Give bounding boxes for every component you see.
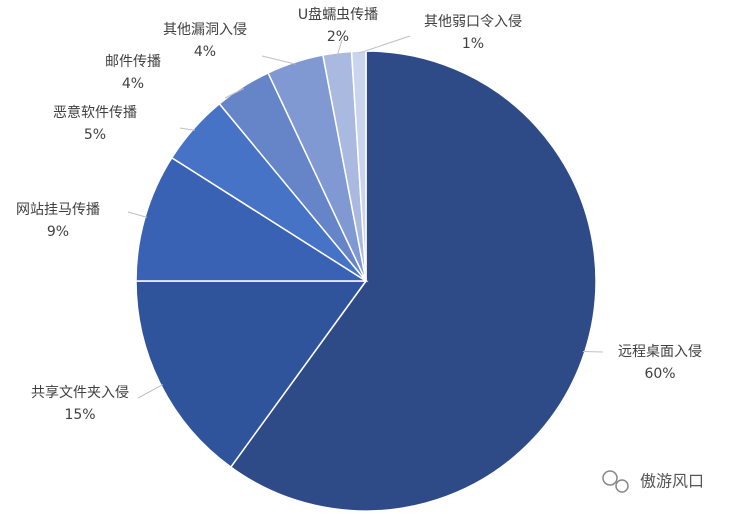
leader-line <box>137 384 164 399</box>
slice-label: 远程桌面入侵 <box>618 343 702 360</box>
slice-value-label: 4% <box>122 76 144 92</box>
slice-label: 邮件传播 <box>105 54 161 70</box>
leader-line <box>127 211 148 218</box>
leader-line <box>179 127 196 131</box>
slice-value-label: 60% <box>644 366 675 382</box>
slice-label: 恶意软件传播 <box>53 104 137 121</box>
slice-value-label: 4% <box>194 44 216 60</box>
leader-line <box>358 35 411 54</box>
slice-label: 其他弱口令入侵 <box>424 13 522 30</box>
slice-value-label: 9% <box>47 224 69 240</box>
leader-line <box>336 39 343 55</box>
slice-value-label: 1% <box>462 36 484 52</box>
slice-label: 其他漏洞入侵 <box>163 21 247 38</box>
leader-line <box>224 88 245 99</box>
watermark: 傲游风口 <box>640 472 704 491</box>
slice-label: 共享文件夹入侵 <box>31 384 129 401</box>
slice-value-label: 15% <box>64 407 95 423</box>
leader-line <box>582 350 604 353</box>
slice-value-label: 5% <box>84 127 106 143</box>
pie-slice <box>229 50 597 512</box>
leader-line <box>261 55 296 65</box>
slice-label: 网站挂马传播 <box>16 202 100 218</box>
watermark-icon <box>602 470 629 493</box>
slice-value-label: 2% <box>327 29 349 45</box>
slice-label: U盘蠕虫传播 <box>298 6 378 23</box>
